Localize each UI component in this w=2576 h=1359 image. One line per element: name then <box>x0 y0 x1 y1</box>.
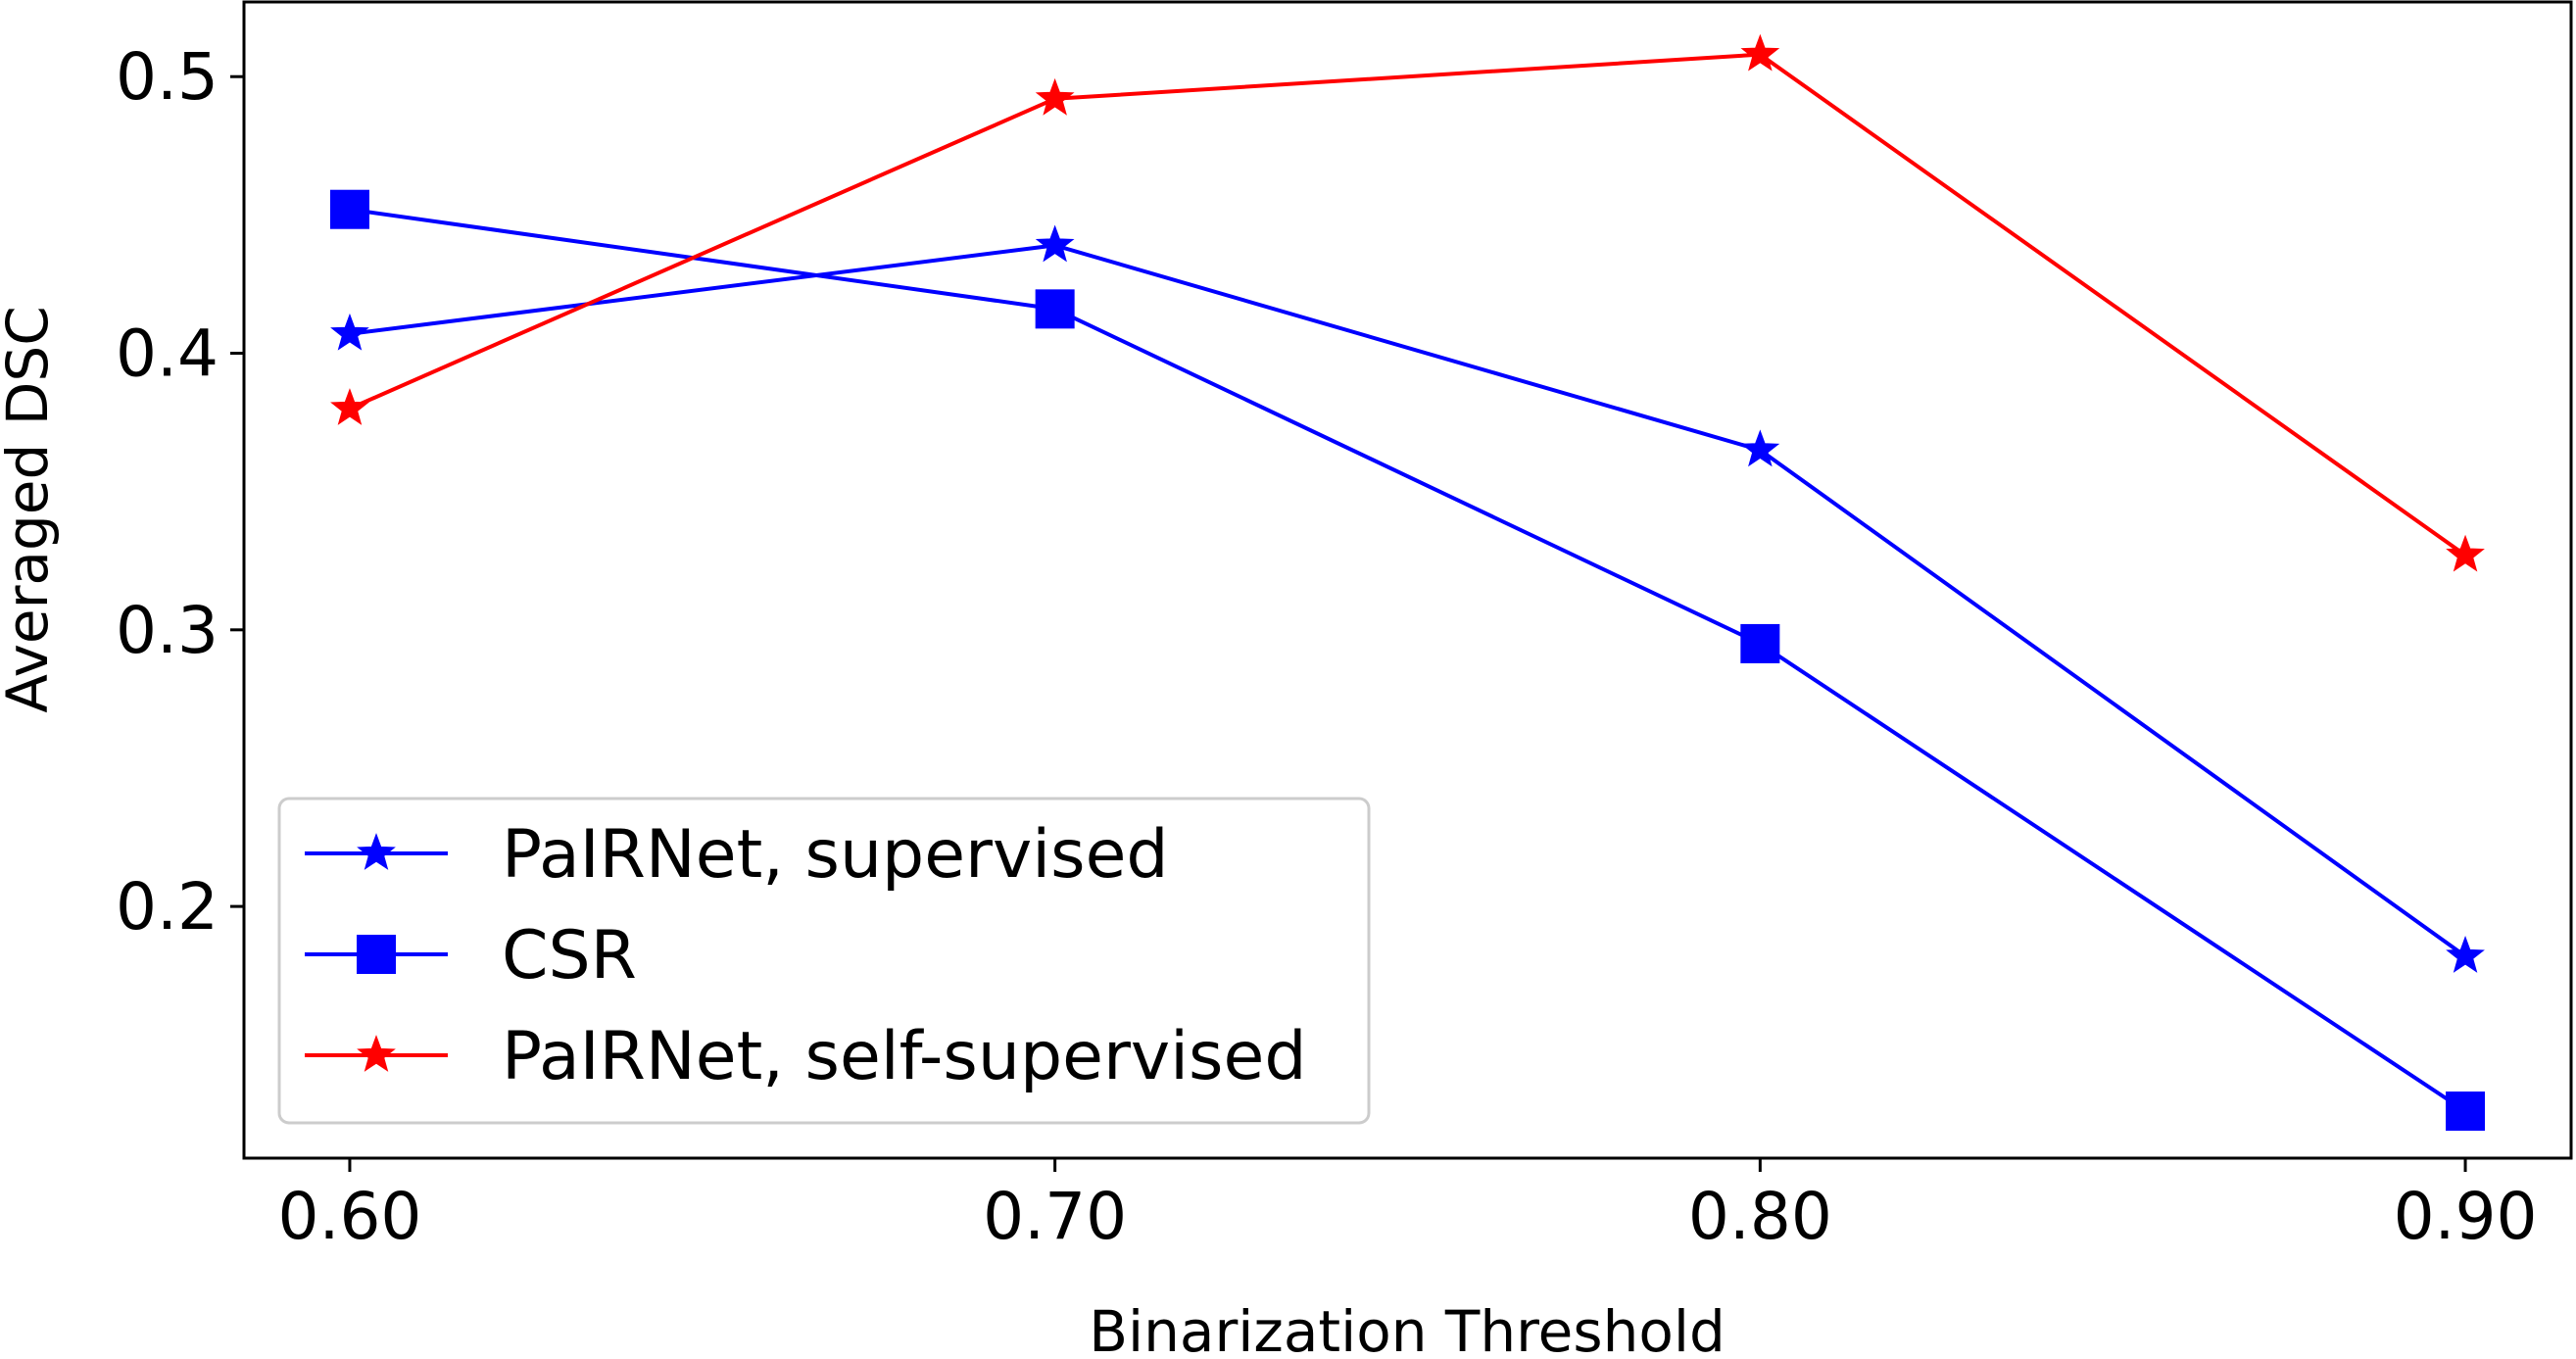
x-tick-label: 0.90 <box>2394 1179 2538 1254</box>
data-point <box>330 388 369 425</box>
y-tick-label: 0.3 <box>116 593 219 668</box>
legend-label: CSR <box>502 917 637 995</box>
data-point <box>1035 289 1075 329</box>
y-axis-label: Averaged DSC <box>0 306 61 712</box>
legend-marker <box>357 833 396 870</box>
data-point <box>1740 623 1780 663</box>
series-group <box>329 189 2486 1132</box>
data-point <box>329 189 369 229</box>
x-axis-ticks: 0.60 0.70 0.80 0.90 <box>277 1158 2538 1254</box>
data-point <box>1035 224 1075 263</box>
legend-marker <box>357 935 396 974</box>
data-point <box>330 313 369 351</box>
x-axis-label: Binarization Threshold <box>1089 1298 1725 1359</box>
legend-frame <box>277 797 1371 1125</box>
series-line <box>347 243 2468 958</box>
data-point <box>2446 1092 2486 1132</box>
legend-item: PaIRNet, supervised <box>305 816 1169 894</box>
legend-marker <box>357 1035 396 1072</box>
y-tick-label: 0.4 <box>116 316 219 392</box>
y-tick-label: 0.5 <box>116 39 219 115</box>
data-point <box>1740 33 1780 72</box>
x-tick-label: 0.80 <box>1688 1179 1832 1254</box>
series-line <box>347 52 2468 558</box>
data-point <box>1035 77 1075 116</box>
x-tick-label: 0.70 <box>983 1179 1127 1254</box>
y-tick-label: 0.2 <box>116 869 219 945</box>
y-axis-ticks: 0.2 0.3 0.4 0.5 <box>116 39 244 945</box>
x-tick-label: 0.60 <box>277 1179 421 1254</box>
legend-label: PaIRNet, self-supervised <box>502 1018 1306 1095</box>
data-point <box>1740 429 1780 467</box>
legend: PaIRNet, supervised CSR PaIRNet, self-supe… <box>277 797 1371 1125</box>
series-group <box>330 33 2485 572</box>
series-layer <box>329 33 2486 1132</box>
data-point <box>2446 534 2485 572</box>
legend-items: PaIRNet, supervised CSR PaIRNet, self-supe… <box>305 816 1306 1095</box>
series-group <box>330 224 2485 973</box>
legend-label: PaIRNet, supervised <box>502 816 1169 894</box>
legend-item: CSR <box>305 917 637 995</box>
plot-area-frame <box>242 0 2573 1160</box>
series-line <box>347 207 2468 1114</box>
data-point <box>2446 936 2485 973</box>
legend-item: PaIRNet, self-supervised <box>305 1018 1306 1095</box>
